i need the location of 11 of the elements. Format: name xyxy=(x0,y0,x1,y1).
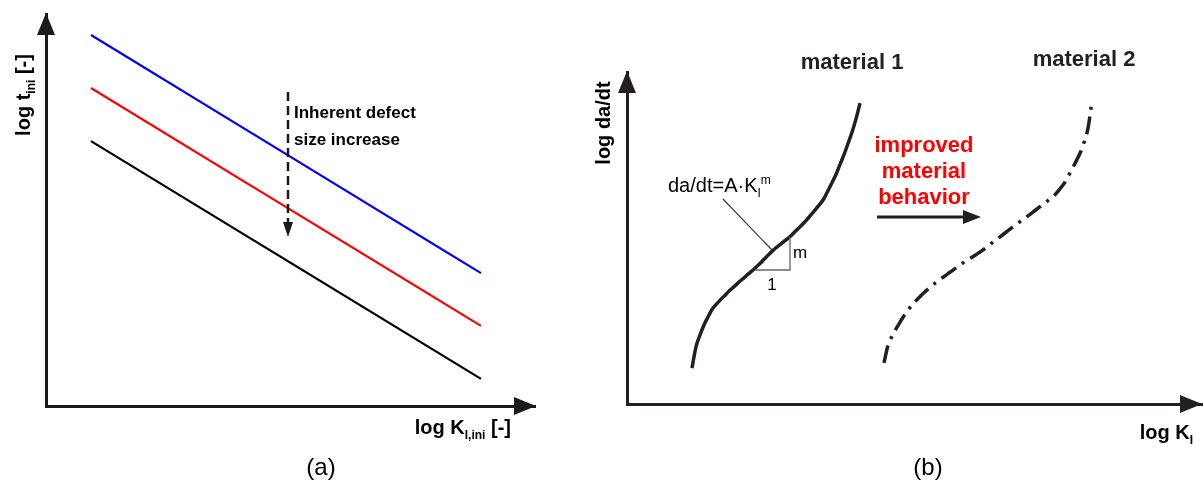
annotation: m xyxy=(792,242,808,262)
text: (a) xyxy=(306,453,336,480)
annotation: Inherent defect size increase xyxy=(294,101,416,151)
series-label: material 2 xyxy=(1032,46,1136,71)
x-axis-title: log K$_{I}$ xyxy=(1139,421,1193,448)
series-label: material 1 xyxy=(800,49,904,75)
y-axis-title: log da/dt xyxy=(592,81,614,165)
text: (b) xyxy=(913,453,943,480)
x-axis-title: log K$_{I,ini}$ [-] xyxy=(414,416,511,443)
annotation: improved material behavior xyxy=(874,132,974,211)
annotation: 1 xyxy=(767,274,777,294)
